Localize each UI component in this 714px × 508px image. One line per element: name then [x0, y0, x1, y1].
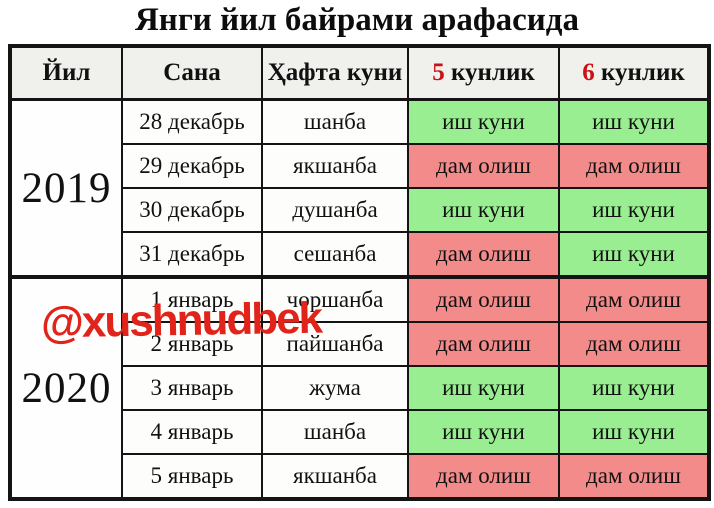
five-day-status-cell: дам олиш [407, 275, 560, 323]
date-cell: 31 декабрь [121, 231, 263, 278]
six-day-status-cell: иш куни [558, 409, 710, 455]
five-day-label: кунлик [450, 59, 535, 86]
five-day-status-cell: иш куни [407, 365, 560, 411]
table-row: 2019 28 декабрь шанба иш куни иш куни [9, 98, 710, 278]
header-row: Йил Сана Ҳафта куни 5 кунлик 6 кунлик [9, 45, 710, 101]
five-day-number: 5 [432, 59, 445, 86]
weekday-cell: якшанба [261, 453, 409, 500]
weekday-cell: чоршанба [261, 275, 409, 323]
date-cell: 3 январь [121, 365, 263, 411]
year-cell-2019: 2019 [9, 98, 123, 278]
five-day-status-cell: дам олиш [407, 453, 560, 500]
date-cell: 29 декабрь [121, 143, 263, 189]
table-row: 2 январь пайшанба дам олиш дам олиш [10, 321, 710, 367]
date-cell: 2 январь [121, 321, 263, 367]
weekday-cell: жума [261, 365, 409, 411]
table-row: 30 декабрь душанба иш куни иш куни [10, 187, 710, 233]
column-header-six-day: 6 кунлик [558, 45, 710, 101]
column-header-date: Сана [121, 45, 263, 101]
table-row: 5 январь якшанба дам олиш дам олиш [10, 453, 710, 500]
weekday-cell: сешанба [261, 231, 409, 278]
table-row: 4 январь шанба иш куни иш куни [10, 409, 710, 455]
six-day-number: 6 [582, 59, 595, 86]
weekday-cell: шанба [261, 98, 409, 145]
table-row: 29 декабрь якшанба дам олиш дам олиш [10, 143, 710, 189]
six-day-status-cell: дам олиш [558, 453, 710, 500]
six-day-status-cell: иш куни [558, 98, 710, 145]
column-header-five-day: 5 кунлик [407, 45, 560, 101]
weekday-cell: пайшанба [261, 321, 409, 367]
date-cell: 5 январь [121, 453, 263, 500]
date-cell: 4 январь [121, 409, 263, 455]
six-day-status-cell: иш куни [558, 365, 710, 411]
table-row: 3 январь жума иш куни иш куни [10, 365, 710, 411]
page-title: Янги йил байрами арафасида [134, 2, 580, 38]
six-day-status-cell: иш куни [558, 231, 710, 278]
year-cell-2020: 2020 [9, 275, 123, 500]
date-cell: 30 декабрь [121, 187, 263, 233]
five-day-status-cell: иш куни [407, 187, 560, 233]
five-day-status-cell: дам олиш [407, 321, 560, 367]
weekday-cell: якшанба [261, 143, 409, 189]
weekday-cell: шанба [261, 409, 409, 455]
six-day-status-cell: дам олиш [558, 143, 710, 189]
five-day-status-cell: иш куни [407, 409, 560, 455]
five-day-status-cell: дам олиш [407, 143, 560, 189]
watermark: @xushnudbek [40, 293, 322, 348]
column-header-year: Йил [9, 45, 123, 101]
six-day-status-cell: дам олиш [558, 321, 710, 367]
weekday-cell: душанба [261, 187, 409, 233]
six-day-label: кунлик [600, 59, 685, 86]
column-header-weekday: Ҳафта куни [261, 45, 409, 101]
date-cell: 28 декабрь [121, 98, 263, 145]
six-day-status-cell: дам олиш [558, 275, 710, 323]
holiday-table: Йил Сана Ҳафта куни 5 кунлик 6 кунлик 20… [8, 44, 711, 501]
five-day-status-cell: дам олиш [407, 231, 560, 278]
six-day-status-cell: иш куни [558, 187, 710, 233]
table-row: 2020 1 январь чоршанба дам олиш дам олиш [9, 275, 710, 500]
date-cell: 1 январь [121, 275, 263, 323]
table-row: 31 декабрь сешанба дам олиш иш куни [10, 231, 710, 278]
five-day-status-cell: иш куни [407, 98, 560, 145]
